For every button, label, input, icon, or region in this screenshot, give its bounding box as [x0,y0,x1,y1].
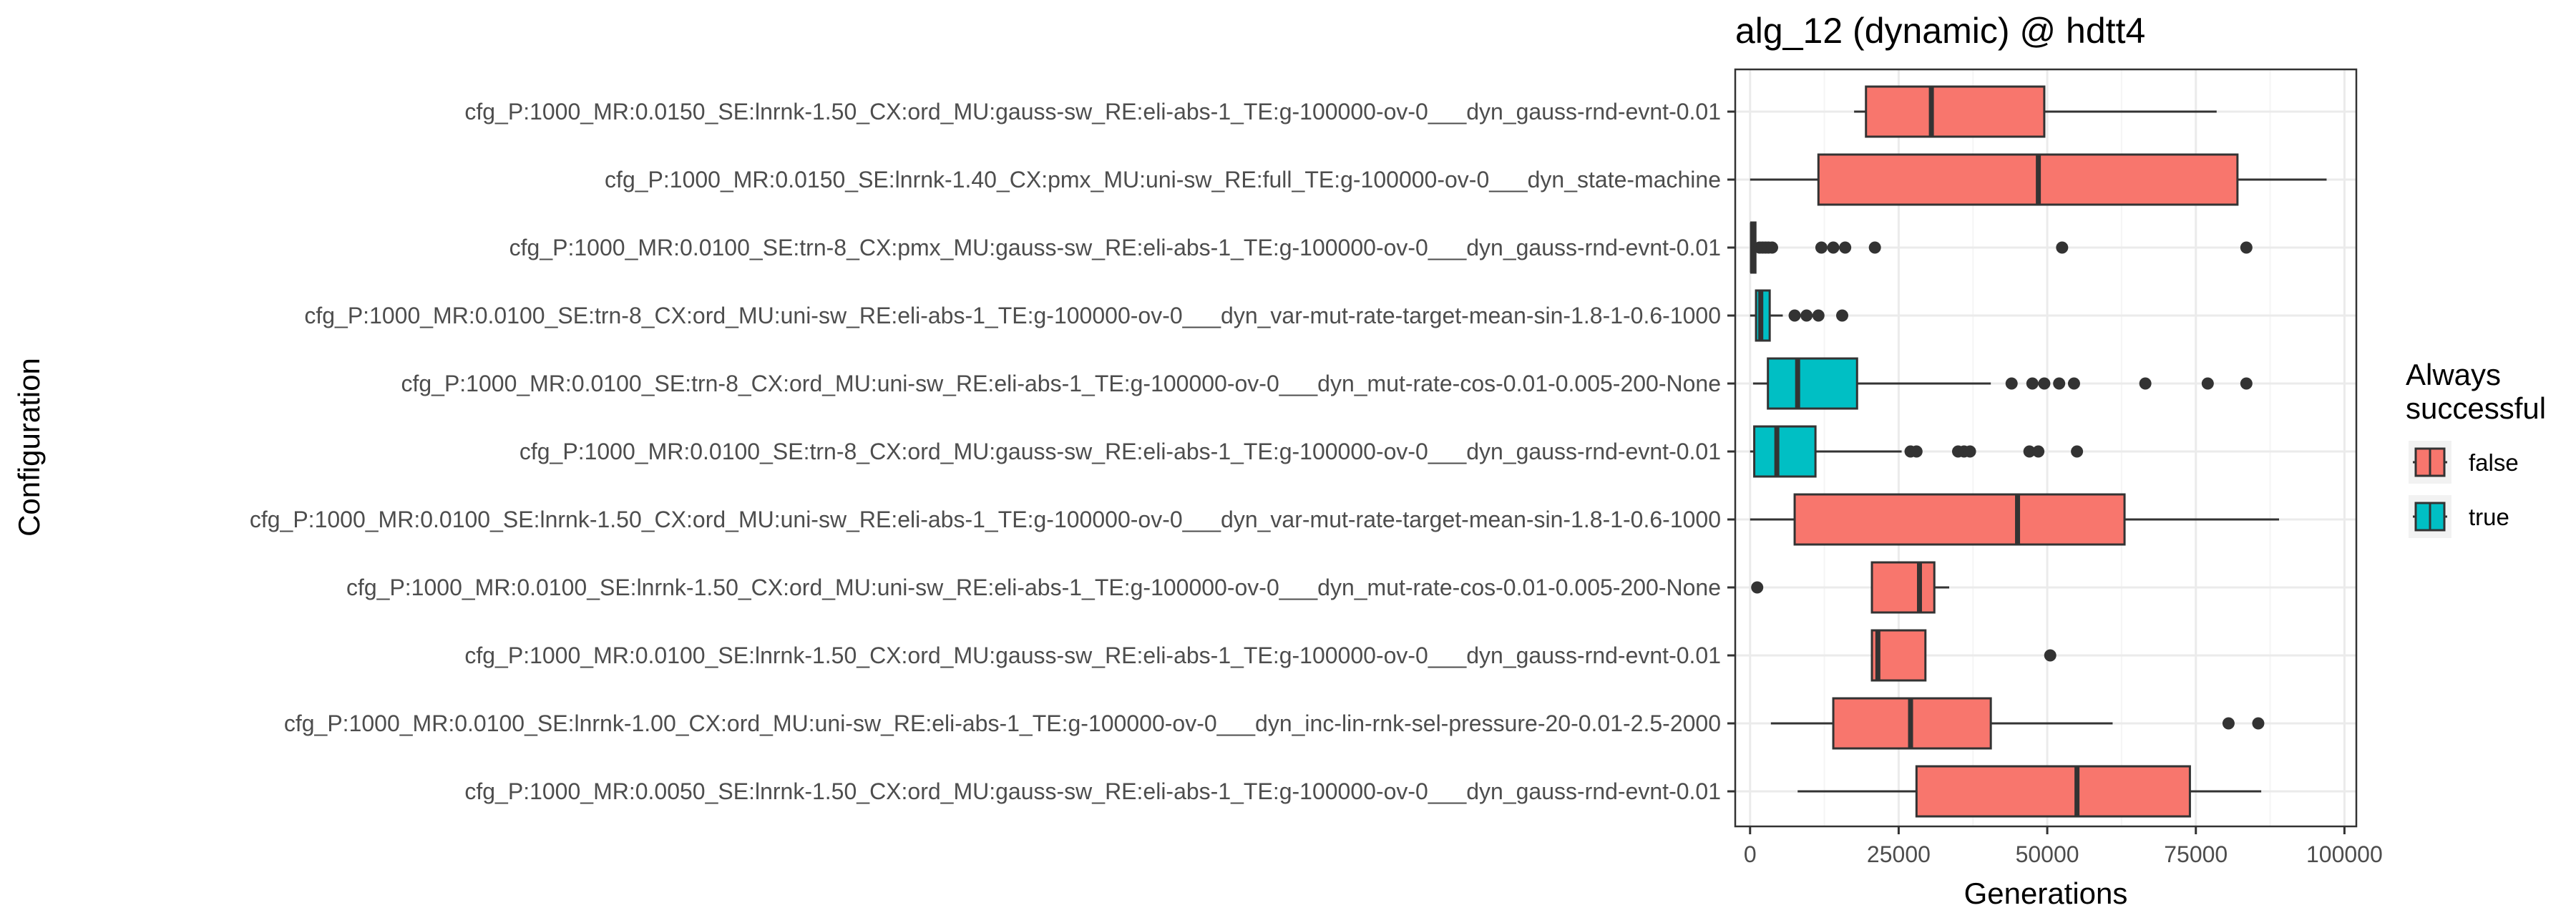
legend-title: Always successful [2406,358,2546,425]
outlier-point [2032,445,2045,458]
outlier-point [1963,445,1976,458]
chart-title: alg_12 (dynamic) @ hdtt4 [1735,11,2145,51]
legend-title-line: successful [2406,391,2546,425]
box-7 [1750,493,2280,546]
legend-label: false [2469,449,2519,476]
outlier-point [1910,445,1923,458]
outlier-point [2139,377,2152,390]
y-tick-label: cfg_P:1000_MR:0.0150_SE:lnrnk-1.40_CX:pm… [605,167,1721,192]
outlier-point [2023,445,2036,458]
outlier-point [1836,309,1849,322]
x-tick-label: 25000 [1867,841,1931,867]
outlier-point [1812,309,1825,322]
x-axis-title: Generations [1964,876,2128,910]
box-marks [1734,68,2358,828]
x-tick-label: 75000 [2164,841,2228,867]
outlier-point [1815,241,1828,254]
x-axis: 0 25000 50000 75000 100000 [1744,826,2383,867]
box-8 [1751,561,1950,614]
legend-label: true [2469,504,2509,530]
outlier-point [1800,309,1813,322]
outlier-point [2252,717,2265,730]
y-tick-label: cfg_P:1000_MR:0.0100_SE:lnrnk-1.50_CX:or… [346,575,1721,600]
x-tick-label: 100000 [2306,841,2383,867]
outlier-point [1788,309,1801,322]
y-axis-title: Configuration [12,358,46,537]
box-iqr [1870,561,1936,614]
outlier-point [1839,241,1852,254]
outlier-point [2044,649,2057,662]
y-tick-label: cfg_P:1000_MR:0.0100_SE:lnrnk-1.50_CX:or… [464,643,1721,668]
y-tick-label: cfg_P:1000_MR:0.0150_SE:lnrnk-1.50_CX:or… [464,99,1721,124]
box-9 [1870,629,2057,682]
legend: Always successful false true [2406,358,2546,538]
y-tick-label: cfg_P:1000_MR:0.0100_SE:trn-8_CX:ord_MU:… [519,439,1721,464]
box-iqr [1817,153,2239,206]
outlier-point [2038,377,2051,390]
legend-title-line: Always [2406,358,2501,391]
outlier-point [1868,241,1881,254]
y-tick-labels: cfg_P:1000_MR:0.0150_SE:lnrnk-1.50_CX:or… [250,99,1735,804]
box-iqr [1915,765,2191,818]
panel-border [1734,68,2358,828]
outlier-point [1827,241,1840,254]
y-tick-label: cfg_P:1000_MR:0.0100_SE:trn-8_CX:pmx_MU:… [509,235,1721,260]
box-5 [1752,357,2253,410]
outlier-point [2071,445,2084,458]
y-tick-label: cfg_P:1000_MR:0.0100_SE:lnrnk-1.50_CX:or… [250,507,1721,532]
legend-item-false: false [2409,441,2519,484]
y-tick-label: cfg_P:1000_MR:0.0100_SE:trn-8_CX:ord_MU:… [401,371,1721,396]
outlier-point [2067,377,2080,390]
box-iqr [1767,357,1858,410]
x-tick-label: 50000 [2016,841,2079,867]
outlier-point [2026,377,2039,390]
outlier-point [1751,581,1764,594]
box-iqr [1793,493,2126,546]
box-2 [1750,153,2327,206]
box-6 [1750,425,2084,478]
box-10 [1770,697,2265,750]
y-tick-label: cfg_P:1000_MR:0.0100_SE:lnrnk-1.00_CX:or… [284,710,1721,736]
box-iqr [1753,425,1817,478]
outlier-point [2056,241,2069,254]
box-iqr [1870,629,1927,682]
outlier-point [2222,717,2235,730]
y-tick-label: cfg_P:1000_MR:0.0050_SE:lnrnk-1.50_CX:or… [464,778,1721,804]
legend-item-true: true [2409,495,2509,538]
y-tick-label: cfg_P:1000_MR:0.0100_SE:trn-8_CX:ord_MU:… [304,303,1721,328]
box-1 [1854,85,2217,138]
box-3 [1750,221,2253,274]
outlier-point [1765,241,1778,254]
outlier-point [2053,377,2066,390]
box-4 [1750,289,1849,342]
x-tick-label: 0 [1744,841,1757,867]
box-11 [1797,765,2262,818]
outlier-point [2005,377,2018,390]
outlier-point [2240,377,2253,390]
outlier-point [2201,377,2214,390]
box-iqr [1865,85,2046,138]
outlier-point [2240,241,2253,254]
